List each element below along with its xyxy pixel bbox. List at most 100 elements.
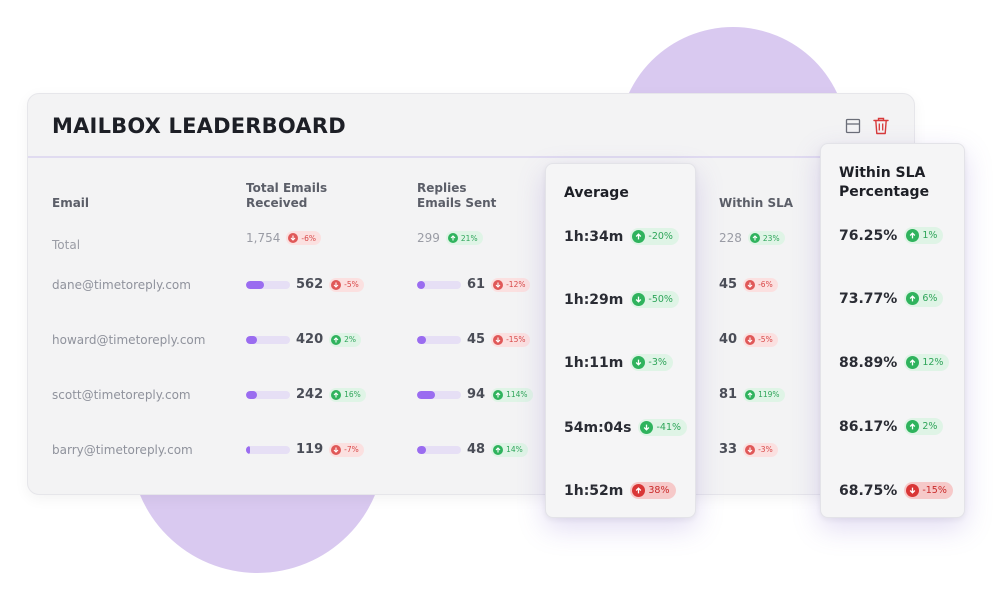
change-badge: 119% — [743, 387, 785, 402]
sla-percentage-value: 73.77% — [839, 290, 898, 307]
change-value: -6% — [758, 280, 773, 289]
change-value: 6% — [922, 293, 938, 304]
change-badge: -41% — [638, 419, 688, 436]
arrow-up-icon — [632, 230, 646, 243]
received-bar — [246, 335, 290, 344]
column-header-line: Received — [246, 196, 308, 210]
layout-icon[interactable] — [843, 116, 863, 136]
bar-fill — [246, 445, 251, 454]
arrow-up-icon — [331, 334, 342, 345]
replies-cell: 48 14% — [417, 442, 528, 457]
change-value: 12% — [922, 357, 944, 368]
change-badge: -20% — [630, 228, 679, 245]
column-header-replies-emails-sent: Replies Emails Sent — [417, 181, 496, 211]
change-badge: 38% — [630, 482, 676, 499]
arrow-down-icon — [745, 334, 756, 345]
row-email: dane@timetoreply.com — [52, 278, 191, 292]
sla-value: 40 — [719, 332, 738, 347]
arrow-down-icon — [745, 279, 756, 290]
row-email: barry@timetoreply.com — [52, 443, 193, 457]
bar-fill — [417, 445, 426, 454]
arrow-down-icon — [331, 444, 342, 455]
total-replies-cell: 299 21% — [417, 231, 483, 245]
change-badge: 2% — [904, 418, 944, 435]
replies-bar — [417, 390, 461, 399]
column-header-total-emails-received: Total Emails Received — [246, 181, 327, 211]
average-value: 54m:04s — [564, 419, 632, 436]
column-header-line: Total Emails — [246, 181, 328, 195]
replies-cell: 45 -15% — [417, 332, 531, 347]
arrow-up-icon — [749, 233, 760, 243]
replies-value: 45 — [467, 332, 486, 347]
arrow-down-icon — [493, 334, 504, 345]
change-value: -3% — [758, 445, 773, 454]
average-row: 1h:11m -3% — [564, 354, 673, 371]
change-badge: -15% — [491, 332, 531, 347]
sla-percentage-row: 68.75% -15% — [839, 482, 953, 499]
arrow-down-icon — [632, 356, 646, 369]
column-header-line: Emails Sent — [417, 196, 497, 210]
received-cell: 119 -7% — [246, 442, 364, 457]
bar-fill — [417, 280, 425, 289]
change-value: -7% — [344, 445, 359, 454]
sla-percentage-value: 76.25% — [839, 227, 898, 244]
change-badge: -5% — [743, 332, 778, 347]
title-line: Percentage — [839, 184, 930, 200]
change-badge: 14% — [491, 442, 528, 457]
column-header-email: Email — [52, 196, 90, 210]
replies-cell: 94 114% — [417, 387, 533, 402]
change-value: 14% — [506, 445, 523, 454]
bar-fill — [246, 280, 265, 289]
change-value: -3% — [648, 357, 667, 368]
received-bar — [246, 390, 290, 399]
average-row: 1h:34m -20% — [564, 228, 679, 245]
received-value: 119 — [296, 442, 324, 457]
sla-cell: 33 -3% — [719, 442, 778, 457]
change-value: 16% — [344, 390, 361, 399]
change-value: 2% — [922, 421, 938, 432]
bar-fill — [417, 390, 436, 399]
average-row: 54m:04s -41% — [564, 419, 688, 436]
sla-value: 33 — [719, 442, 738, 457]
total-replies-value: 299 — [417, 231, 440, 245]
change-value: -20% — [648, 231, 673, 242]
sla-percentage-row: 86.17% 2% — [839, 418, 944, 435]
average-value: 1h:52m — [564, 482, 624, 499]
change-badge: 6% — [904, 290, 944, 307]
trash-icon[interactable] — [871, 116, 891, 136]
replies-bar — [417, 445, 461, 454]
arrow-down-icon — [632, 293, 646, 306]
change-value: 38% — [648, 485, 670, 496]
arrow-up-icon — [906, 292, 920, 305]
replies-value: 94 — [467, 387, 486, 402]
replies-value: 48 — [467, 442, 486, 457]
bar-fill — [417, 335, 426, 344]
arrow-down-icon — [745, 444, 756, 455]
sla-percentage-row: 88.89% 12% — [839, 354, 950, 371]
change-value: 21% — [460, 233, 478, 243]
change-badge: -12% — [491, 277, 531, 292]
arrow-up-icon — [745, 389, 756, 400]
arrow-up-icon — [906, 356, 920, 369]
arrow-up-icon — [906, 229, 920, 242]
change-value: 119% — [758, 390, 780, 399]
sla-value: 45 — [719, 277, 738, 292]
total-sla-cell: 228 23% — [719, 231, 785, 245]
replies-bar — [417, 280, 461, 289]
received-cell: 420 2% — [246, 332, 362, 347]
change-value: -50% — [648, 294, 673, 305]
bar-fill — [246, 390, 257, 399]
arrow-up-icon — [906, 420, 920, 433]
change-badge: -3% — [743, 442, 778, 457]
received-value: 420 — [296, 332, 324, 347]
mailbox-leaderboard-card: MAILBOX LEADERBOARD Email Total Emails R… — [27, 93, 915, 495]
replies-bar — [417, 335, 461, 344]
change-badge: 16% — [329, 387, 366, 402]
arrow-up-icon — [447, 233, 458, 243]
average-value: 1h:29m — [564, 291, 624, 308]
sla-percentage-row: 73.77% 6% — [839, 290, 944, 307]
average-title: Average — [564, 185, 629, 201]
change-badge: 12% — [904, 354, 950, 371]
change-badge: 114% — [491, 387, 533, 402]
sla-value: 81 — [719, 387, 738, 402]
